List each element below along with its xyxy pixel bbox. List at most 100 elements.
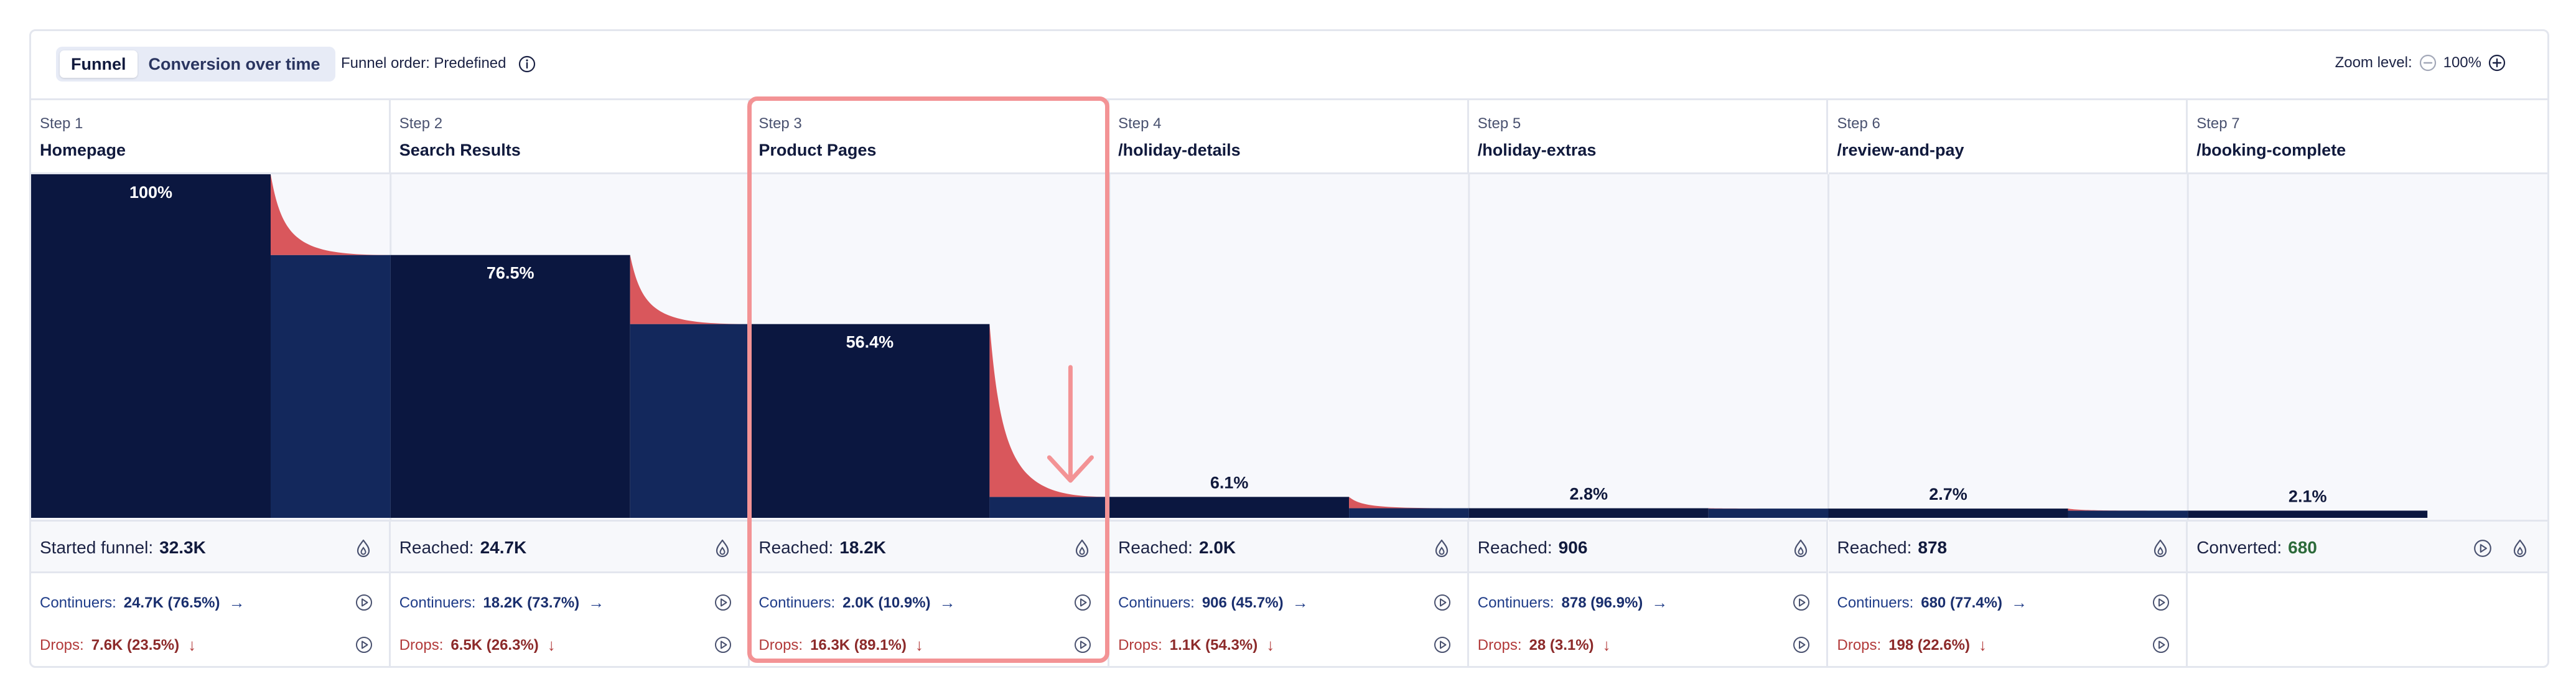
flame-icon[interactable]	[1791, 538, 1811, 558]
reached-label: Converted: 680	[2196, 538, 2317, 558]
reached-caption: Started funnel:	[40, 538, 154, 557]
flow-cell: Continuers: 2.0K (10.9%) → Drops: 16.3K (89.…	[750, 573, 1110, 666]
play-icon[interactable]	[1433, 635, 1452, 654]
arrow-right-icon: →	[1292, 593, 1309, 612]
step-header: Step 5/holiday-extras	[1468, 98, 1829, 174]
drops-label: Drops:	[758, 636, 803, 654]
step-number: Step 2	[399, 115, 443, 132]
bar-percentage-label: 100%	[129, 183, 172, 202]
flame-icon[interactable]	[2150, 538, 2170, 558]
step-header: Step 2 Search Results	[390, 98, 750, 174]
drop-off-area[interactable]	[271, 174, 391, 255]
funnel-bar[interactable]	[1468, 508, 1709, 518]
drops-line[interactable]: Drops: 1.1K (54.3%) ↓	[1118, 635, 1274, 655]
zoom-value: 100%	[2443, 54, 2481, 71]
arrow-down-icon: ↓	[1978, 635, 1987, 654]
flame-icon[interactable]	[712, 538, 732, 558]
continuers-value: 680 (77.4%)	[1921, 594, 2002, 611]
continuers-line[interactable]: Continuers: 24.7K (76.5%) →	[40, 593, 245, 612]
play-icon[interactable]	[1433, 593, 1452, 612]
play-icon[interactable]	[2152, 635, 2170, 654]
reached-caption: Reached:	[1477, 538, 1552, 557]
info-icon[interactable]	[518, 55, 536, 73]
drops-label: Drops:	[40, 636, 84, 654]
play-icon[interactable]	[1792, 593, 1811, 612]
play-icon[interactable]	[2473, 538, 2493, 558]
reached-caption: Reached:	[758, 538, 834, 557]
arrow-down-icon: ↓	[1266, 635, 1275, 654]
drops-value: 1.1K (54.3%)	[1169, 636, 1258, 654]
drop-off-area[interactable]	[630, 255, 750, 324]
drop-off-area[interactable]	[989, 324, 1110, 497]
funnel-bar[interactable]	[390, 255, 630, 518]
reached-value: 24.7K	[480, 538, 527, 557]
funnel-bar[interactable]	[1109, 497, 1350, 518]
play-icon[interactable]	[1073, 635, 1092, 654]
flow-cell: Continuers: 18.2K (73.7%) → Drops: 6.5K (26.…	[391, 573, 750, 666]
step-name: /review-and-pay	[1837, 141, 1964, 159]
reached-cell: Converted: 680	[2188, 520, 2547, 573]
continuer-bar[interactable]	[1349, 508, 1469, 518]
tab-funnel[interactable]: Funnel	[60, 50, 138, 78]
arrow-down-icon: ↓	[915, 635, 923, 654]
funnel-bar[interactable]	[1828, 509, 2068, 518]
continuers-line[interactable]: Continuers: 18.2K (73.7%) →	[399, 593, 604, 612]
play-icon[interactable]	[714, 635, 732, 654]
zoom-control: Zoom level: 100%	[2335, 54, 2513, 72]
drops-value: 28 (3.1%)	[1529, 636, 1594, 654]
continuer-bar[interactable]	[989, 497, 1110, 518]
funnel-bar[interactable]	[750, 324, 990, 518]
continuer-bar[interactable]	[271, 255, 391, 518]
play-icon[interactable]	[355, 635, 373, 654]
step-number: Step 6	[1837, 115, 1880, 132]
continuers-line[interactable]: Continuers: 2.0K (10.9%) →	[758, 593, 955, 612]
flame-icon[interactable]	[353, 538, 373, 558]
zoom-out-icon[interactable]	[2419, 54, 2437, 72]
funnel-bar[interactable]	[2188, 510, 2428, 518]
continuer-bar[interactable]	[2068, 510, 2188, 518]
arrow-down-icon: ↓	[188, 635, 197, 654]
play-icon[interactable]	[355, 593, 373, 612]
drops-line[interactable]: Drops: 198 (22.6%) ↓	[1837, 635, 1987, 655]
continuers-line[interactable]: Continuers: 878 (96.9%) →	[1478, 593, 1668, 612]
funnel-header: Funnel Conversion over time Funnel order…	[31, 31, 2547, 100]
step-name: /holiday-extras	[1477, 141, 1597, 159]
zoom-in-icon[interactable]	[2488, 54, 2506, 72]
drops-label: Drops:	[399, 636, 444, 654]
step-number: Step 4	[1118, 115, 1162, 132]
play-icon[interactable]	[2152, 593, 2170, 612]
continuer-bar[interactable]	[1708, 509, 1829, 518]
continuers-label: Continuers:	[1837, 594, 1914, 611]
funnel-chart: 100% 76.5% 56.4% 6.1% 2.8% 2.7% 2.1%	[31, 174, 2547, 520]
flame-icon[interactable]	[2510, 538, 2530, 558]
reached-cell: Reached: 18.2K	[750, 520, 1110, 573]
continuers-line[interactable]: Continuers: 906 (45.7%) →	[1118, 593, 1308, 612]
arrow-down-icon: ↓	[1602, 635, 1611, 654]
arrow-right-icon: →	[228, 593, 245, 612]
drops-line[interactable]: Drops: 16.3K (89.1%) ↓	[758, 635, 923, 655]
continuers-label: Continuers:	[399, 594, 476, 611]
play-icon[interactable]	[1792, 635, 1811, 654]
flame-icon[interactable]	[1072, 538, 1092, 558]
continuers-line[interactable]: Continuers: 680 (77.4%) →	[1837, 593, 2027, 612]
drops-line[interactable]: Drops: 6.5K (26.3%) ↓	[399, 635, 556, 655]
flame-icon[interactable]	[1432, 538, 1452, 558]
drops-line[interactable]: Drops: 7.6K (23.5%) ↓	[40, 635, 196, 655]
funnel-bar[interactable]	[31, 174, 271, 518]
drop-off-area[interactable]	[2068, 509, 2188, 511]
drops-line[interactable]: Drops: 28 (3.1%) ↓	[1478, 635, 1611, 655]
reached-value: 680	[2288, 538, 2317, 557]
bar-percentage-label: 6.1%	[1210, 473, 1249, 492]
reached-label: Reached: 24.7K	[399, 538, 527, 558]
drops-label: Drops:	[1477, 636, 1522, 654]
continuers-value: 18.2K (73.7%)	[483, 594, 580, 611]
continuer-bar[interactable]	[630, 324, 750, 518]
tab-conversion-over-time[interactable]: Conversion over time	[148, 54, 320, 73]
play-icon[interactable]	[1073, 593, 1092, 612]
arrow-right-icon: →	[2010, 593, 2027, 612]
step-number: Step 5	[1477, 115, 1521, 132]
reached-label: Reached: 2.0K	[1118, 538, 1236, 558]
step-name: /holiday-details	[1118, 141, 1241, 159]
drop-off-area[interactable]	[1349, 497, 1469, 509]
play-icon[interactable]	[714, 593, 732, 612]
